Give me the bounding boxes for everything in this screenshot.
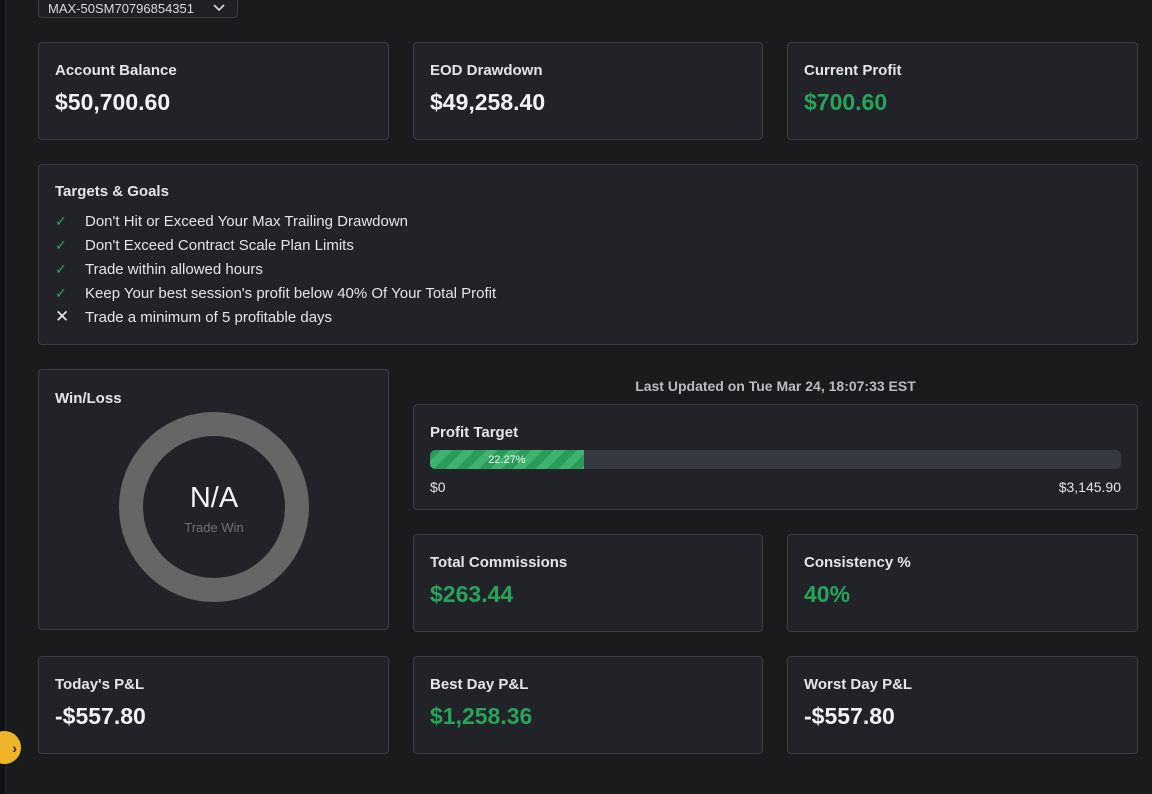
win-loss-center-value: N/A: [189, 482, 239, 514]
total-commissions-label: Total Commissions: [430, 554, 568, 571]
account-select[interactable]: MAX-50SM70796854351: [38, 0, 238, 18]
goal-item: ✓ Trade within allowed hours: [55, 257, 496, 281]
check-icon: ✓: [55, 236, 67, 253]
eod-drawdown-card: EOD Drawdown $49,258.40: [413, 42, 763, 140]
total-commissions-card: Total Commissions $263.44: [413, 534, 763, 632]
account-balance-label: Account Balance: [55, 62, 177, 79]
goal-item: ✓ Don't Exceed Contract Scale Plan Limit…: [55, 233, 496, 257]
account-balance-value: $50,700.60: [55, 89, 171, 115]
goal-item: ✓ Don't Hit or Exceed Your Max Trailing …: [55, 209, 496, 233]
consistency-label: Consistency %: [804, 554, 911, 571]
targets-goals-list: ✓ Don't Hit or Exceed Your Max Trailing …: [55, 209, 496, 329]
best-day-pnl-label: Best Day P&L: [430, 676, 529, 693]
todays-pnl-card: Today's P&L -$557.80: [38, 656, 389, 754]
goal-text: Trade a minimum of 5 profitable days: [85, 308, 333, 326]
win-loss-card: Win/Loss N/A Trade Win: [38, 369, 389, 630]
goal-text: Trade within allowed hours: [85, 260, 263, 278]
consistency-value: 40%: [804, 581, 851, 607]
eod-drawdown-value: $49,258.40: [430, 89, 546, 115]
profit-target-percent: 22.27%: [488, 453, 526, 466]
last-updated-text: Last Updated on Tue Mar 24, 18:07:33 EST: [635, 378, 916, 394]
left-sidebar-strip: [0, 0, 6, 794]
best-day-pnl-value: $1,258.36: [430, 703, 533, 729]
worst-day-pnl-value: -$557.80: [804, 703, 895, 729]
check-icon: ✓: [55, 284, 67, 301]
chevron-down-icon: [213, 0, 225, 15]
total-commissions-value: $263.44: [430, 581, 514, 607]
targets-goals-title: Targets & Goals: [55, 183, 169, 200]
goal-item: ✓ Keep Your best session's profit below …: [55, 281, 496, 305]
profit-target-min: $0: [430, 479, 446, 495]
win-loss-label: Win/Loss: [55, 390, 122, 407]
profit-target-label: Profit Target: [430, 424, 519, 441]
current-profit-card: Current Profit $700.60: [787, 42, 1138, 140]
current-profit-value: $700.60: [804, 89, 888, 115]
account-balance-card: Account Balance $50,700.60: [38, 42, 389, 140]
x-icon: ✕: [55, 307, 70, 326]
goal-text: Don't Exceed Contract Scale Plan Limits: [85, 236, 354, 254]
eod-drawdown-label: EOD Drawdown: [430, 62, 543, 79]
best-day-pnl-card: Best Day P&L $1,258.36: [413, 656, 763, 754]
goal-item: ✕ Trade a minimum of 5 profitable days: [55, 305, 496, 329]
profit-target-progress-fill: 22.27%: [430, 450, 584, 469]
account-select-value: MAX-50SM70796854351: [48, 0, 194, 16]
chevron-right-icon: ›: [12, 739, 17, 756]
check-icon: ✓: [55, 260, 67, 277]
check-icon: ✓: [55, 212, 67, 229]
worst-day-pnl-card: Worst Day P&L -$557.80: [787, 656, 1138, 754]
todays-pnl-value: -$557.80: [55, 703, 146, 729]
sidebar-expand-button[interactable]: ›: [0, 731, 21, 764]
todays-pnl-label: Today's P&L: [55, 676, 145, 693]
win-loss-donut: N/A Trade Win: [119, 412, 309, 602]
profit-target-card: Profit Target 22.27% $0 $3,145.90: [413, 404, 1138, 510]
targets-goals-card: Targets & Goals ✓ Don't Hit or Exceed Yo…: [38, 164, 1138, 345]
goal-text: Don't Hit or Exceed Your Max Trailing Dr…: [85, 212, 409, 230]
worst-day-pnl-label: Worst Day P&L: [804, 676, 913, 693]
current-profit-label: Current Profit: [804, 62, 902, 79]
goal-text: Keep Your best session's profit below 40…: [85, 284, 497, 302]
profit-target-max: $3,145.90: [1058, 479, 1121, 495]
profit-target-progress-bar: 22.27%: [430, 450, 1121, 469]
win-loss-center-subtitle: Trade Win: [184, 520, 244, 535]
consistency-card: Consistency % 40%: [787, 534, 1138, 632]
